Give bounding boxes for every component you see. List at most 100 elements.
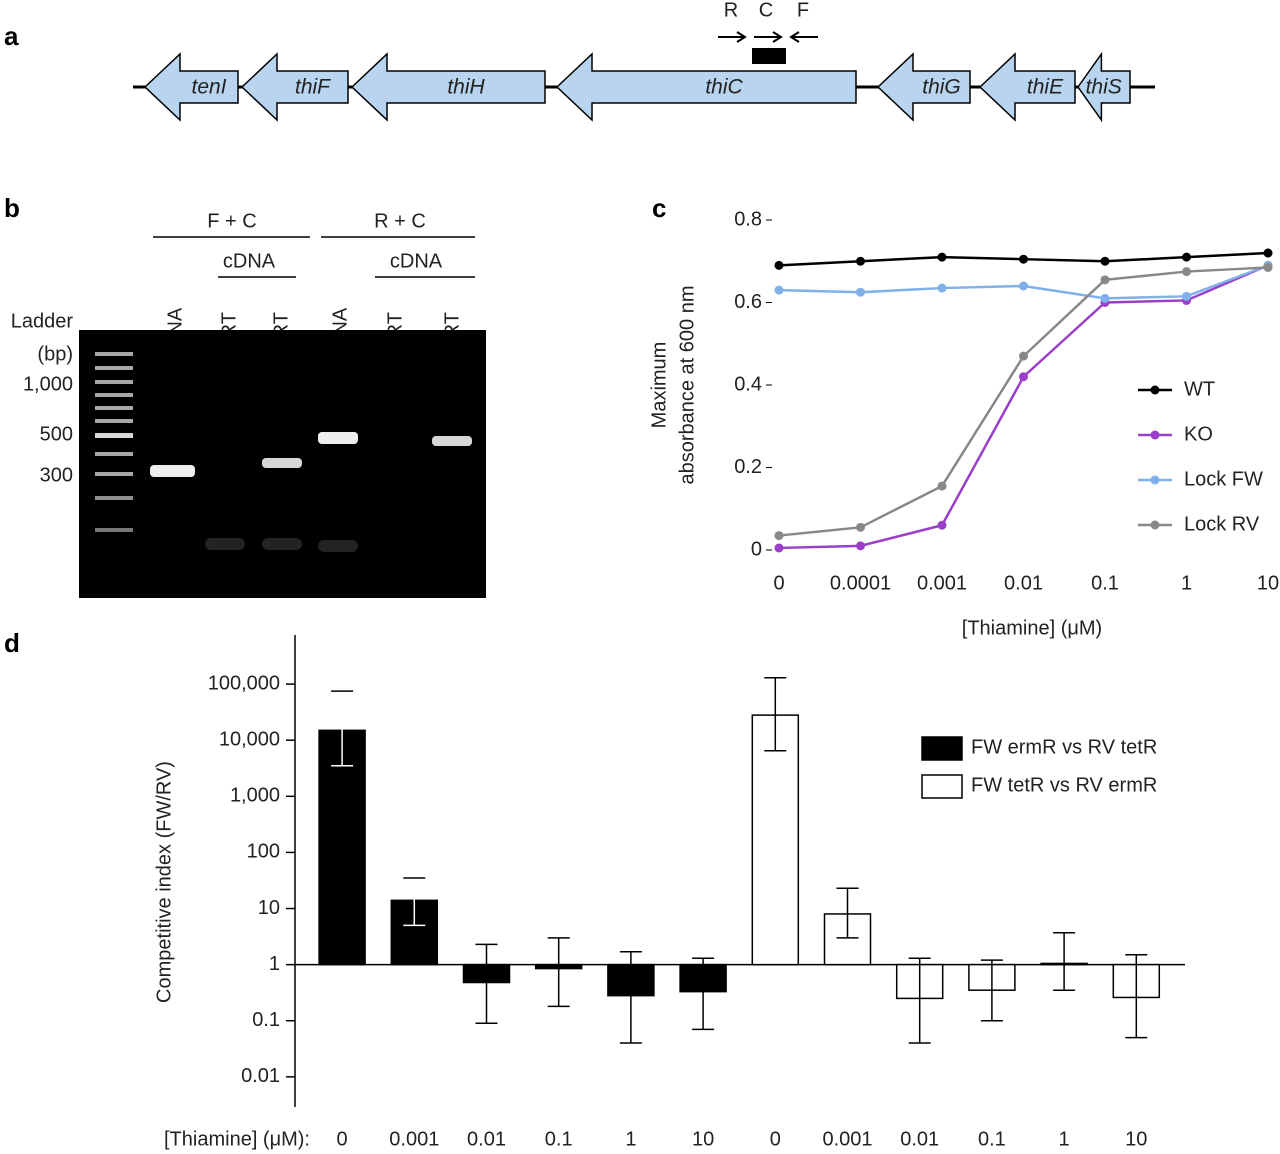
point — [937, 520, 947, 530]
point — [856, 541, 865, 551]
x-axis-label: [Thiamine] (μM) — [962, 617, 1102, 639]
point — [774, 285, 784, 295]
gene-arrow — [143, 52, 239, 122]
gene-label: thiG — [922, 76, 961, 99]
point — [1100, 293, 1110, 303]
gel-bands — [95, 352, 472, 552]
legend-swatch — [921, 774, 963, 799]
point — [1263, 262, 1273, 272]
x-tick-label: 1 — [625, 1128, 636, 1150]
primer-arrows — [718, 31, 818, 43]
y-tick-label: 0.6 — [734, 291, 762, 313]
point — [937, 283, 947, 293]
point — [856, 256, 865, 266]
point — [1263, 248, 1273, 258]
point — [856, 522, 865, 532]
legend-marker — [1150, 385, 1160, 395]
legend-label: WT — [1184, 378, 1215, 400]
gene-label: thiF — [295, 76, 331, 99]
x-tick-label: 1 — [1181, 572, 1192, 594]
ladder-size: 300 — [40, 464, 73, 486]
point — [937, 481, 947, 491]
point — [1182, 252, 1191, 262]
legend-marker — [1150, 475, 1160, 485]
series-line — [778, 264, 1269, 550]
point — [1100, 275, 1110, 285]
legend-swatch — [921, 736, 963, 761]
point — [1019, 372, 1028, 382]
primer-label: C — [759, 0, 773, 21]
bar — [751, 714, 800, 966]
point — [774, 531, 784, 541]
point — [1100, 256, 1110, 266]
point — [1019, 254, 1028, 264]
x-tick-label: 0.001 — [917, 572, 967, 594]
primer-label: F — [797, 0, 809, 21]
point — [774, 260, 784, 270]
gene-label: thiC — [705, 76, 743, 99]
y-axis-label: Competitive index (FW/RV) — [153, 761, 175, 1003]
x-tick-label: 0.1 — [978, 1128, 1006, 1150]
legend-label: FW ermR vs RV tetR — [971, 736, 1157, 758]
point — [774, 543, 784, 553]
legend-marker — [1150, 520, 1160, 530]
point — [856, 287, 865, 297]
y-tick-label: 0.01 — [241, 1065, 280, 1087]
bar — [318, 729, 366, 966]
probe-box — [752, 48, 786, 64]
y-tick-label: 1 — [269, 953, 280, 975]
y-tick-label: 100 — [247, 841, 280, 863]
x-tick-label: 0.001 — [822, 1128, 872, 1150]
point — [1182, 267, 1191, 277]
y-tick-label: 0.8 — [734, 208, 762, 230]
x-tick-label: 0 — [773, 572, 784, 594]
y-tick-label: 10 — [258, 897, 280, 919]
legend-marker — [1150, 430, 1160, 440]
gene-label: thiH — [447, 76, 485, 99]
y-tick-label: 0.1 — [252, 1009, 280, 1031]
point — [1019, 281, 1028, 291]
x-tick-label: 0.01 — [1004, 572, 1043, 594]
panel-label: c — [652, 193, 666, 223]
gene-label: thiE — [1027, 76, 1064, 99]
series-line — [778, 266, 1269, 537]
panel-label: a — [4, 21, 19, 51]
y-tick-label: 10,000 — [219, 728, 280, 750]
gene-label: thiS — [1086, 76, 1122, 99]
ladder-size: 500 — [40, 423, 73, 445]
panel-label: d — [4, 628, 20, 658]
gene-arrow — [350, 52, 546, 122]
x-tick-label: 0.0001 — [830, 572, 891, 594]
gene-arrow — [876, 52, 971, 122]
y-tick-label: 0.2 — [734, 456, 762, 478]
x-tick-label: 0 — [770, 1128, 781, 1150]
gene-map: tenI thiF thiH thiC thiG thiE thiS — [143, 51, 1131, 123]
gel-group: F + C — [207, 210, 256, 232]
gene-label: tenI — [191, 76, 226, 99]
x-tick-label: 10 — [692, 1128, 714, 1150]
gene-arrow — [555, 52, 857, 122]
point — [1019, 351, 1028, 361]
x-axis-label: [Thiamine] (μM): — [164, 1128, 310, 1150]
legend-label: Lock RV — [1184, 513, 1260, 535]
y-axis-label: absorbance at 600 nm — [676, 285, 698, 484]
x-tick-label: 0.01 — [900, 1128, 939, 1150]
ladder-size: 1,000 — [23, 373, 73, 395]
legend-label: KO — [1184, 423, 1213, 445]
ladder-title: (bp) — [37, 343, 73, 365]
gene-arrow — [1077, 51, 1131, 123]
gel-subgroup: cDNA — [390, 250, 443, 272]
x-tick-label: 10 — [1125, 1128, 1147, 1150]
x-tick-label: 0.001 — [389, 1128, 439, 1150]
point — [1182, 291, 1191, 301]
x-tick-label: 0.01 — [467, 1128, 506, 1150]
x-tick-label: 10 — [1257, 572, 1279, 594]
primer-label: R — [724, 0, 738, 21]
panel-label: b — [4, 193, 20, 223]
legend-label: Lock FW — [1184, 468, 1263, 490]
x-tick-label: 0 — [337, 1128, 348, 1150]
y-tick-label: 0 — [751, 538, 762, 560]
gene-arrow — [978, 52, 1076, 122]
gene-arrow — [240, 52, 349, 122]
